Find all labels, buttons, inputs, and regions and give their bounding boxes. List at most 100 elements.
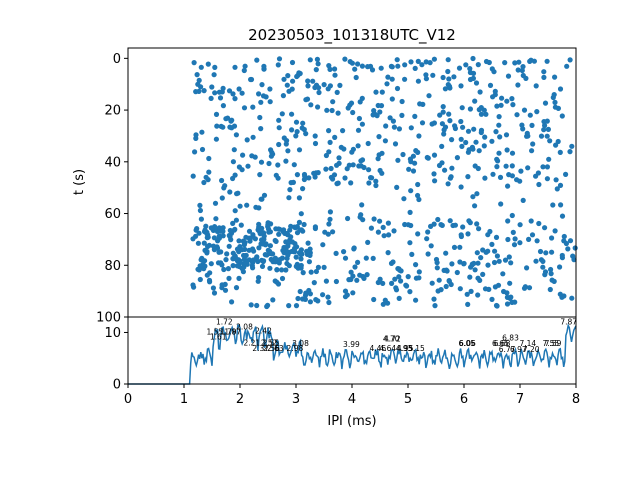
- scatter-point: [380, 224, 386, 230]
- scatter-point: [234, 246, 241, 252]
- scatter-point: [394, 184, 400, 190]
- scatter-point: [342, 255, 349, 261]
- scatter-point: [244, 202, 250, 208]
- scatter-point: [310, 78, 316, 84]
- scatter-point: [430, 72, 436, 78]
- scatter-point: [460, 224, 466, 230]
- scatter-point: [503, 132, 510, 138]
- scatter-point: [504, 98, 510, 104]
- scatter-point: [540, 164, 546, 170]
- scatter-point: [494, 164, 500, 170]
- scatter-point: [397, 267, 403, 273]
- scatter-point: [470, 75, 476, 81]
- scatter-point: [544, 164, 551, 170]
- scatter-point: [344, 166, 350, 172]
- scatter-point: [431, 296, 437, 302]
- scatter-point: [297, 70, 303, 77]
- scatter-point: [267, 86, 273, 92]
- scatter-point: [514, 112, 520, 118]
- scatter-point: [519, 67, 525, 74]
- scatter-point: [424, 236, 430, 242]
- scatter-point: [529, 148, 535, 154]
- scatter-point: [212, 64, 218, 70]
- scatter-point: [424, 154, 430, 161]
- scatter-point: [500, 271, 506, 277]
- scatter-point: [442, 124, 449, 130]
- peak-label: 1.55: [206, 328, 223, 337]
- scatter-point: [248, 302, 254, 308]
- histogram-x-tick-label: 0: [124, 392, 132, 407]
- scatter-point: [406, 166, 412, 172]
- scatter-point: [353, 74, 359, 81]
- scatter-point: [356, 115, 362, 122]
- scatter-point: [332, 66, 338, 72]
- scatter-point: [528, 57, 534, 63]
- peak-label: 7.20: [523, 345, 540, 354]
- scatter-point: [416, 275, 422, 281]
- histogram-x-tick-label: 3: [292, 392, 300, 407]
- peak-label: 6.97: [510, 345, 527, 354]
- chart-title: 20230503_101318UTC_V12: [248, 26, 456, 45]
- scatter-point: [517, 240, 523, 246]
- scatter-point: [249, 263, 255, 269]
- scatter-point: [415, 181, 421, 188]
- scatter-point: [211, 290, 218, 296]
- scatter-point: [249, 153, 255, 159]
- scatter-point: [259, 82, 265, 88]
- scatter-point: [315, 104, 321, 110]
- scatter-point: [436, 277, 442, 283]
- scatter-point: [425, 251, 431, 257]
- scatter-point: [219, 177, 225, 184]
- histogram-x-tick-label: 6: [460, 392, 468, 407]
- scatter-point: [209, 84, 215, 90]
- scatter-point: [303, 131, 309, 137]
- scatter-point: [441, 267, 447, 273]
- scatter-point: [286, 263, 292, 269]
- scatter-point: [293, 119, 300, 125]
- scatter-point: [559, 252, 565, 259]
- peak-label: 1.79: [220, 328, 237, 337]
- scatter-point: [567, 238, 574, 244]
- scatter-point: [473, 139, 479, 145]
- scatter-point: [237, 203, 243, 209]
- scatter-point: [302, 173, 308, 179]
- scatter-point: [375, 229, 381, 235]
- peak-label: 2.52: [261, 338, 278, 347]
- scatter-point: [190, 282, 196, 288]
- scatter-point: [208, 225, 214, 231]
- scatter-point: [330, 99, 336, 105]
- scatter-point: [449, 261, 455, 267]
- scatter-point: [283, 141, 289, 147]
- scatter-point: [241, 67, 247, 74]
- scatter-point: [454, 269, 460, 276]
- scatter-point: [305, 83, 311, 89]
- scatter-point: [512, 299, 518, 305]
- scatter-point: [204, 250, 210, 256]
- scatter-point: [396, 126, 402, 132]
- peak-label: 2.55: [262, 338, 279, 347]
- scatter-point: [222, 183, 228, 189]
- scatter-point: [270, 297, 276, 303]
- scatter-point: [294, 172, 300, 178]
- scatter-point: [391, 228, 397, 234]
- scatter-point: [296, 219, 302, 225]
- scatter-point: [293, 133, 299, 139]
- scatter-point: [567, 57, 573, 63]
- scatter-point: [525, 165, 531, 171]
- scatter-point: [300, 270, 306, 276]
- scatter-point: [368, 175, 374, 181]
- scatter-point: [230, 175, 236, 182]
- scatter-point: [407, 240, 413, 246]
- scatter-point: [446, 278, 452, 284]
- scatter-point: [401, 196, 407, 202]
- scatter-point: [261, 192, 268, 198]
- scatter-point: [358, 163, 364, 169]
- scatter-point: [255, 258, 261, 265]
- scatter-point: [465, 128, 472, 134]
- scatter-point: [549, 235, 555, 241]
- scatter-point: [277, 226, 283, 232]
- scatter-point: [437, 112, 443, 118]
- scatter-point: [342, 288, 349, 294]
- scatter-point: [197, 276, 203, 283]
